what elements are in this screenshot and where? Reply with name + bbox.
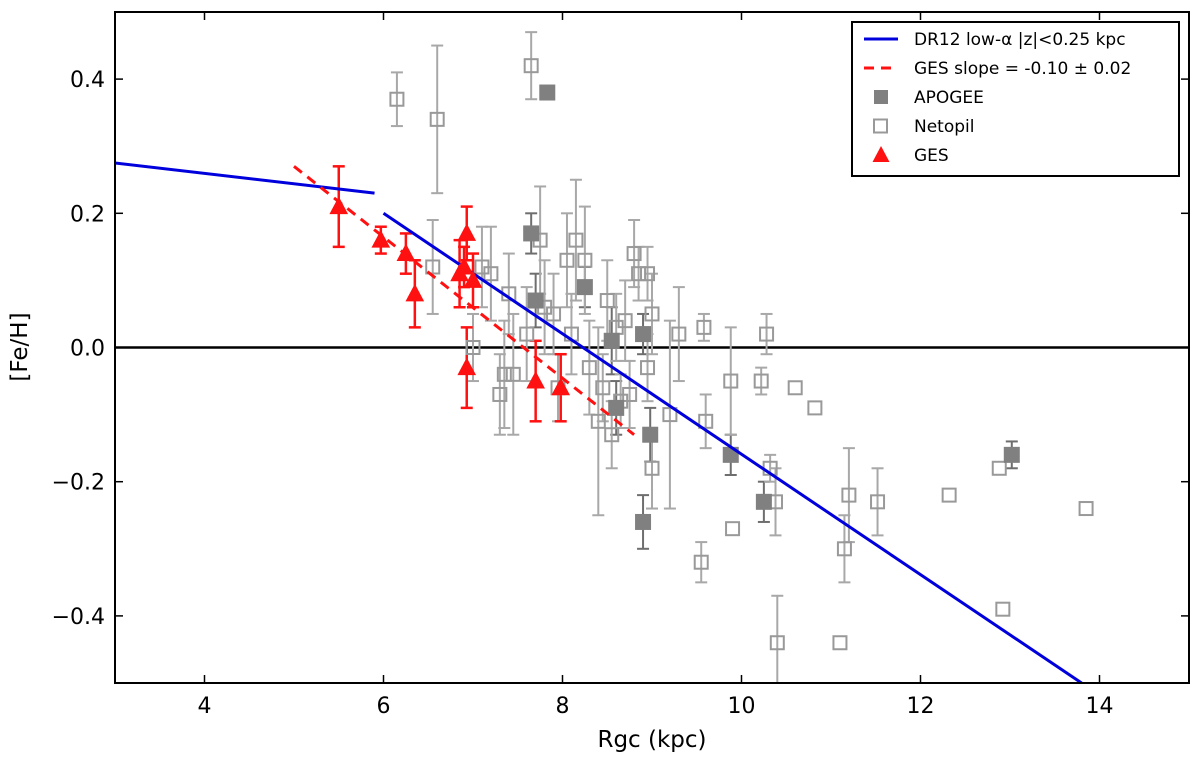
legend-swatch-triangle [872,146,890,162]
netopil-point-18 [568,232,584,248]
x-tick-label: 6 [377,694,391,719]
ges-slope-line-0 [293,165,636,436]
apogee-point-5 [635,326,652,343]
y-tick-label: 0.2 [70,202,105,227]
netopil-point-43 [759,326,775,342]
apogee-point-10 [755,493,772,510]
netopil-point-3 [425,259,441,275]
netopil-point-34 [644,460,660,476]
ges-point-6 [457,223,477,241]
y-tick-label: −0.2 [52,471,105,496]
netopil-point-38 [696,319,712,335]
netopil-point-6 [483,266,499,282]
apogee-point-3 [527,292,544,309]
netopil-point-20 [581,360,597,376]
ges-point-5 [454,256,474,275]
ges-point-2 [396,243,416,262]
x-tick-label: 8 [556,694,570,719]
dr12-trend-line-1 [382,212,1083,683]
netopil-point-11 [519,326,535,342]
netopil-point-23 [599,293,615,309]
apogee-point-7 [642,426,659,443]
netopil-point-46 [769,635,785,651]
netopil-point-0 [389,91,405,107]
ges-point-8 [457,357,477,376]
netopil-point-29 [626,246,642,262]
netopil-point-33 [640,360,656,376]
ges-point-0 [329,196,349,215]
netopil-point-47 [787,380,803,396]
legend-label: APOGEE [914,88,984,108]
apogee-point-11 [1003,446,1020,463]
apogee-point-8 [635,513,652,530]
netopil-point-41 [725,521,741,537]
netopil-point-39 [698,413,714,429]
y-axis-label: [Fe/H] [7,312,33,381]
netopil-point-42 [753,373,769,389]
netopil-point-49 [832,635,848,651]
netopil-point-8 [496,366,512,382]
apogee-point-1 [523,225,540,242]
netopil-point-4 [465,340,481,355]
apogee-point-4 [603,332,620,349]
netopil-point-36 [671,326,687,342]
legend-label: DR12 low-α |z|<0.25 kpc [914,30,1126,50]
netopil-point-32 [644,306,660,322]
netopil-point-2 [523,58,539,74]
x-tick-label: 12 [907,694,935,719]
netopil-point-50 [836,541,852,557]
legend-swatch-filled-square [874,90,888,104]
netopil-point-54 [991,460,1007,476]
netopil-point-1 [429,111,445,127]
netopil-point-9 [505,366,521,382]
y-tick-label: −0.4 [52,605,105,630]
legend-label: Netopil [914,117,974,137]
apogee-point-0 [539,84,556,101]
dr12-trend-line-0 [115,161,375,195]
netopil-point-30 [631,266,647,282]
netopil-point-51 [841,487,857,503]
netopil-point-16 [559,252,575,268]
ges-point-9 [526,370,545,389]
netopil-point-22 [595,380,611,396]
netopil-point-28 [622,386,638,402]
netopil-point-24 [604,427,620,443]
ges-point-7 [463,270,483,288]
netopil-point-53 [941,487,957,503]
apogee-point-2 [576,279,593,296]
ges-point-10 [551,377,571,396]
netopil-point-27 [617,313,633,329]
netopil-point-52 [870,494,886,510]
netopil-point-37 [693,554,709,570]
netopil-point-19 [577,252,593,268]
x-axis-label: Rgc (kpc) [597,727,706,753]
ges-point-1 [371,230,391,248]
legend-label: GES slope = -0.10 ± 0.02 [914,59,1131,79]
netopil-point-55 [995,601,1011,617]
plot-area [115,31,1189,683]
netopil-point-7 [492,386,508,402]
netopil-point-35 [662,407,678,423]
netopil-point-48 [807,400,823,416]
apogee-point-6 [608,399,625,416]
legend: DR12 low-α |z|<0.25 kpc GES slope = -0.10… [851,21,1180,177]
x-tick-label: 10 [728,694,756,719]
ges-point-3 [405,283,425,302]
x-tick-label: 14 [1086,694,1114,719]
netopil-point-40 [723,373,739,389]
netopil-point-31 [640,266,656,282]
netopil-point-56 [1078,501,1094,517]
y-tick-label: 0.0 [70,337,105,362]
legend-swatch-open-square [873,118,888,134]
x-tick-label: 4 [198,694,212,719]
netopil-point-21 [590,413,606,429]
y-tick-label: 0.4 [70,68,105,93]
netopil-point-14 [546,306,562,322]
legend-label: GES [914,146,949,166]
legend-box [851,21,1180,177]
axes: 4 6 8 10 12 14 −0.4 −0.2 0.0 0.2 0.4 [52,11,1190,719]
